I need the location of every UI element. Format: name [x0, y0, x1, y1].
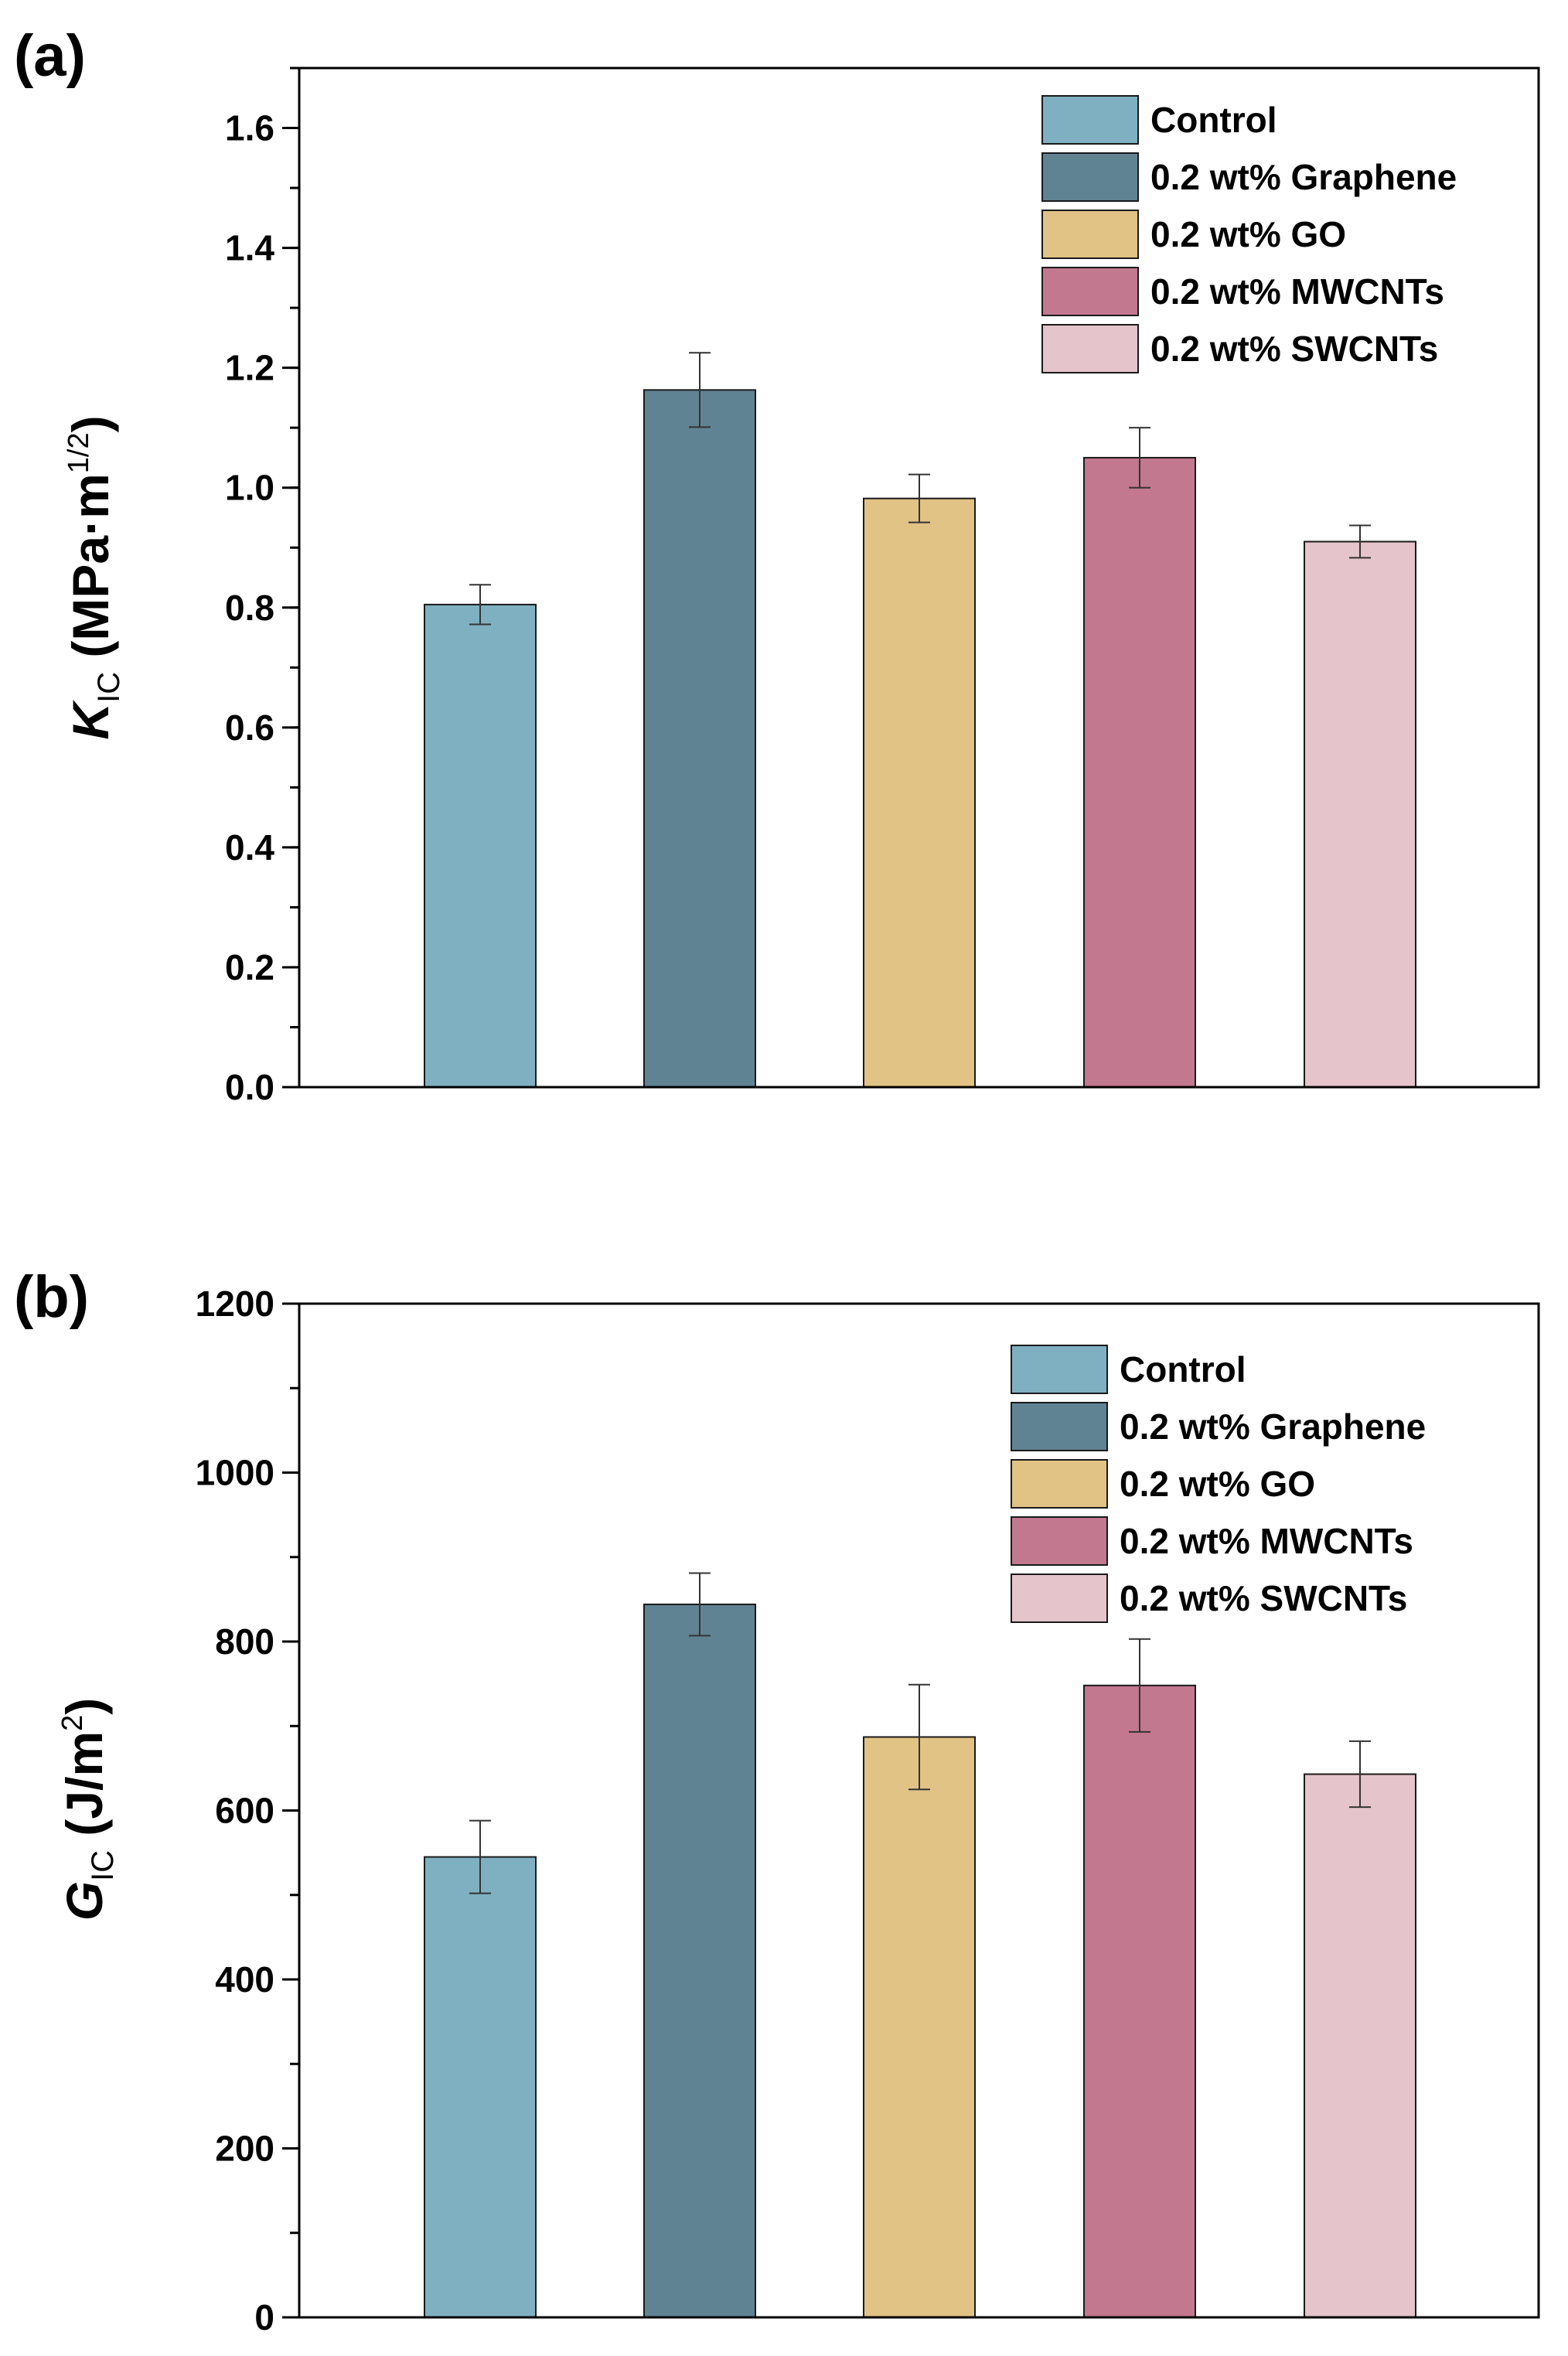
bar-4 [1083, 1684, 1196, 2319]
y-axis-title: GIC (J/m2) [56, 1698, 120, 1921]
bar-5 [1304, 1773, 1416, 2318]
panel-label: (b) [14, 1264, 89, 1330]
legend-swatch-4 [1041, 267, 1139, 316]
legend-swatch-2 [1011, 1402, 1108, 1451]
y-axis-unit: (MPa·m [62, 473, 119, 672]
y-axis-superscript: 1/2 [63, 432, 95, 473]
bar-4 [1083, 456, 1196, 1088]
legend-label-3: 0.2 wt% GO [1120, 1464, 1315, 1504]
legend-label-1: Control [1120, 1349, 1246, 1389]
y-tick-label: 1.0 [225, 468, 274, 508]
legend-swatch-5 [1011, 1574, 1108, 1623]
legend-swatch-4 [1011, 1516, 1108, 1566]
y-axis-subscript: IC [92, 672, 126, 703]
legend-swatch-5 [1041, 324, 1139, 373]
bar-5 [1304, 540, 1416, 1088]
legend-swatch-2 [1041, 152, 1139, 202]
y-axis-title: KIC (MPa·m1/2) [62, 415, 126, 739]
y-axis-unit-close: ) [62, 415, 119, 432]
bar-3 [863, 1736, 976, 2318]
legend-label-1: Control [1150, 100, 1277, 140]
legend: Control 0.2 wt% Graphene 0.2 wt% GO 0.2 wt%… [1011, 1345, 1426, 1623]
y-tick-label: 0.0 [225, 1067, 274, 1107]
chart-panel-a: (a) 0.0 0.2 0.4 0.6 0.8 1.0 1.2 1.4 1.6 KIC (MPa·m… [14, 23, 1540, 1107]
y-tick-label: 600 [215, 1791, 274, 1831]
legend-label-5: 0.2 wt% SWCNTs [1150, 329, 1438, 369]
y-tick-label: 0 [254, 2297, 274, 2337]
y-axis-unit: (J/m [56, 1731, 113, 1850]
legend-label-3: 0.2 wt% GO [1150, 214, 1346, 254]
y-tick-label: 200 [215, 2129, 274, 2169]
y-axis-unit-close: ) [56, 1698, 113, 1715]
y-tick-label: 1000 [196, 1453, 274, 1493]
bar-1 [424, 603, 537, 1088]
y-tick-label: 1200 [196, 1284, 274, 1324]
chart-panel-b: (b) 0 200 400 600 800 1000 1200 GIC (J/m2) Contro… [14, 1264, 1540, 2337]
legend-swatch-1 [1041, 95, 1139, 145]
y-tick-label: 0.8 [225, 588, 274, 628]
legend: Control 0.2 wt% Graphene 0.2 wt% GO 0.2 wt%… [1041, 95, 1457, 373]
y-tick-label: 0.6 [225, 707, 274, 748]
y-tick-label: 1.2 [225, 348, 274, 388]
plot-frame [298, 66, 1540, 1089]
legend-swatch-1 [1011, 1345, 1108, 1394]
legend-swatch-3 [1011, 1459, 1108, 1509]
y-axis-symbol: K [62, 700, 119, 740]
legend-label-5: 0.2 wt% SWCNTs [1120, 1578, 1407, 1618]
legend-swatch-3 [1041, 210, 1139, 259]
y-tick-label: 0.4 [225, 827, 274, 868]
legend-label-2: 0.2 wt% Graphene [1150, 157, 1457, 197]
y-tick-label: 1.4 [225, 228, 274, 268]
panel-label: (a) [14, 23, 86, 89]
y-tick-label: 1.6 [225, 108, 274, 148]
legend-label-2: 0.2 wt% Graphene [1120, 1406, 1426, 1447]
bar-2 [643, 389, 756, 1088]
bar-1 [424, 1856, 537, 2318]
y-tick-label: 800 [215, 1621, 274, 1662]
y-axis-superscript: 2 [56, 1715, 89, 1731]
y-axis-symbol: G [56, 1881, 113, 1921]
y-tick-label: 0.2 [225, 947, 274, 987]
bar-3 [863, 497, 976, 1088]
bar-2 [643, 1603, 756, 2318]
y-tick-label: 400 [215, 1959, 274, 2000]
legend-label-4: 0.2 wt% MWCNTs [1150, 271, 1444, 312]
legend-label-4: 0.2 wt% MWCNTs [1120, 1521, 1413, 1561]
y-axis-subscript: IC [86, 1850, 120, 1881]
